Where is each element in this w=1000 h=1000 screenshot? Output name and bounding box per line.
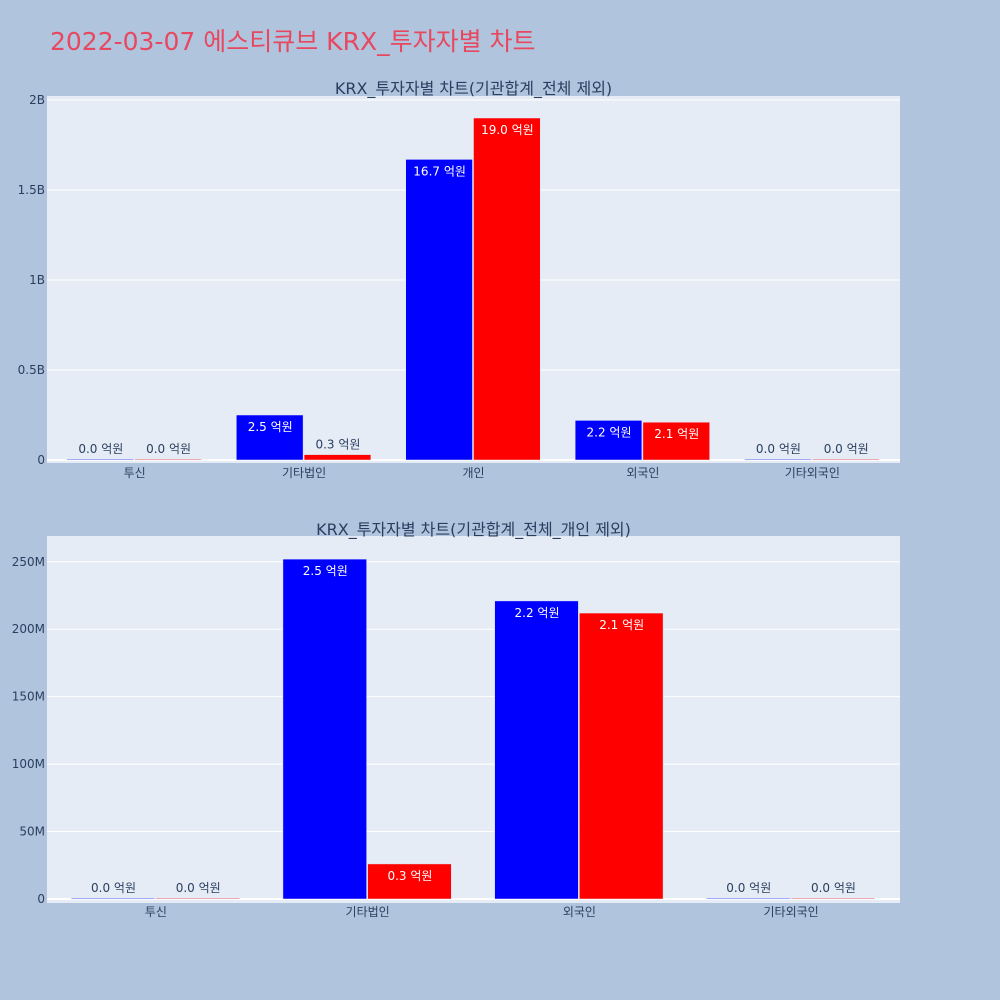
bar (66, 458, 134, 461)
bar (706, 897, 791, 900)
bar (405, 159, 473, 461)
bar (579, 612, 664, 900)
bar-data-label: 0.0 억원 (146, 442, 191, 456)
y-tick-label: 50M (19, 825, 45, 839)
x-tick-label: 기타법인 (282, 466, 326, 480)
y-tick-label: 2B (29, 93, 45, 107)
bar (574, 420, 643, 461)
bar (790, 897, 876, 900)
chart-title: KRX_투자자별 차트(기관합계_전체_개인 제외) (316, 520, 631, 540)
y-tick-label: 0 (37, 892, 45, 906)
y-tick-label: 1B (29, 273, 45, 287)
bar (282, 558, 367, 900)
bar-data-label: 0.3 억원 (315, 438, 360, 452)
bar-data-label: 0.0 억원 (756, 442, 801, 456)
bar-data-label: 2.1 억원 (599, 618, 644, 632)
y-tick-label: 0.5B (18, 363, 45, 377)
y-tick-label: 1.5B (18, 183, 45, 197)
bar-data-label: 2.5 억원 (248, 420, 293, 434)
y-tick-label: 150M (12, 690, 45, 704)
bar (155, 897, 240, 900)
bar-data-label: 2.5 억원 (303, 564, 348, 578)
y-tick-label: 100M (12, 757, 45, 771)
bar (303, 454, 372, 461)
bar (236, 414, 304, 461)
plot-area (47, 536, 900, 903)
x-tick-label: 기타외국인 (785, 466, 840, 480)
x-tick-label: 기타외국인 (764, 905, 819, 919)
x-tick-label: 투신 (124, 466, 146, 480)
bar (367, 863, 452, 900)
bar-data-label: 0.0 억원 (176, 881, 221, 895)
bar-data-label: 0.0 억원 (811, 881, 856, 895)
bar (744, 458, 812, 461)
x-tick-label: 투신 (145, 905, 167, 919)
chart-title: KRX_투자자별 차트(기관합계_전체 제외) (335, 79, 612, 99)
bar-data-label: 0.0 억원 (91, 881, 136, 895)
bar-data-label: 0.0 억원 (726, 881, 771, 895)
bar-data-label: 0.0 억원 (824, 442, 869, 456)
bar-data-label: 0.3 억원 (387, 869, 432, 883)
x-tick-label: 기타법인 (346, 905, 390, 919)
bar (494, 600, 579, 900)
bar (473, 117, 541, 461)
bar-data-label: 16.7 억원 (413, 164, 466, 178)
bar (70, 897, 156, 900)
x-tick-label: 외국인 (563, 905, 596, 919)
bar (134, 458, 202, 461)
y-tick-label: 250M (12, 555, 45, 569)
y-tick-label: 0 (37, 453, 45, 467)
x-tick-label: 외국인 (626, 466, 659, 480)
x-tick-label: 개인 (462, 466, 484, 480)
bar-data-label: 2.1 억원 (654, 427, 699, 441)
bar-data-label: 2.2 억원 (587, 425, 632, 439)
bar (812, 458, 880, 461)
bar-data-label: 0.0 억원 (78, 442, 123, 456)
page-title: 2022-03-07 에스티큐브 KRX_투자자별 차트 (50, 27, 536, 56)
bar-data-label: 2.2 억원 (515, 606, 560, 620)
bar-data-label: 19.0 억원 (481, 123, 534, 137)
y-tick-label: 200M (12, 622, 45, 636)
bar (642, 421, 710, 461)
